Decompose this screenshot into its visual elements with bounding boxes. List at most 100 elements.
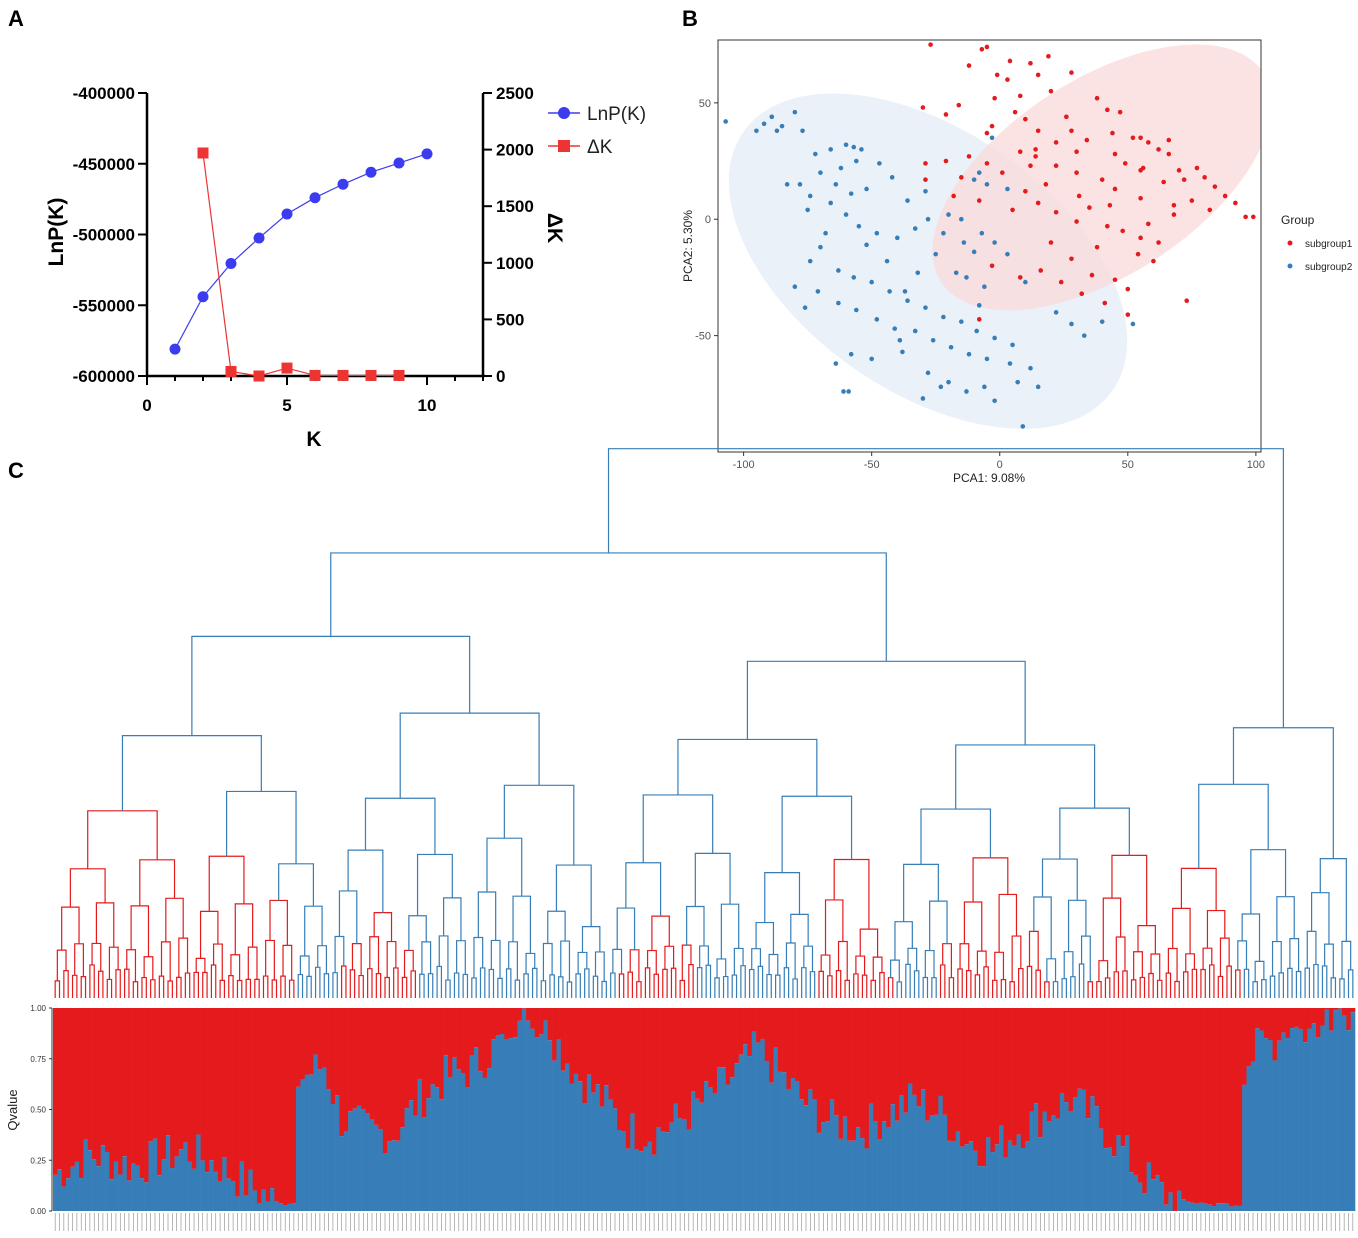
qvalue-bar-subgroup1	[942, 1008, 948, 1115]
subgroup1-point	[1074, 149, 1079, 155]
subgroup2-point	[774, 128, 780, 134]
legend-lnp-label: LnP(K)	[587, 104, 646, 125]
subgroup1-point	[1058, 279, 1064, 285]
qvalue-bar-subgroup2	[521, 1008, 527, 1211]
subgroup2-point	[841, 389, 846, 394]
qvalue-bar-subgroup2	[478, 1071, 483, 1211]
panel-b-x-title: PCA1: 9.08%	[953, 471, 1025, 485]
qvalue-bar-subgroup1	[1020, 1008, 1026, 1148]
qvalue-bar-subgroup2	[1250, 1061, 1256, 1211]
subgroup1-point	[1122, 161, 1128, 166]
subgroup2-point	[851, 275, 857, 280]
qvalue-bar-subgroup1	[439, 1008, 444, 1100]
dk-point	[337, 369, 349, 381]
lnp-point	[197, 291, 209, 303]
subgroup1-point	[959, 175, 964, 180]
qvalue-bar-subgroup1	[348, 1008, 353, 1112]
subgroup1-point	[1087, 205, 1092, 210]
qvalue-bar-subgroup2	[191, 1168, 197, 1211]
dk-point	[281, 362, 293, 374]
qvalue-bar-subgroup1	[999, 1008, 1004, 1126]
qvalue-bar-subgroup2	[565, 1063, 570, 1211]
qvalue-bar-subgroup1	[821, 1008, 826, 1123]
qvalue-bar-subgroup1	[365, 1008, 371, 1114]
dendrogram-branch	[1202, 947, 1213, 970]
dendrogram-branch	[193, 971, 199, 998]
subgroup2-point	[846, 389, 851, 394]
subgroup1-point	[1189, 198, 1195, 203]
subgroup1-point	[1166, 137, 1172, 143]
qvalue-bar-subgroup1	[717, 1008, 722, 1068]
qvalue-bar-subgroup1	[604, 1008, 609, 1086]
qvalue-bar-subgroup2	[226, 1178, 232, 1211]
qvalue-bar-subgroup2	[1315, 1037, 1321, 1211]
qvalue-bar-subgroup1	[699, 1008, 705, 1103]
qvalue-bar-subgroup1	[274, 1008, 279, 1202]
panel-a-x-tick-label: 5	[282, 396, 291, 415]
dendrogram-branch	[859, 928, 879, 958]
subgroup1-point	[1194, 165, 1200, 171]
qvalue-bar-subgroup2	[938, 1095, 943, 1211]
subgroup1-point	[1000, 170, 1005, 175]
qvalue-bar-subgroup2	[1324, 1009, 1330, 1211]
subgroup2-point	[818, 170, 823, 175]
dendrogram-branch	[427, 973, 434, 998]
dendrogram-branch	[1133, 951, 1143, 980]
dendrogram-branch	[1321, 965, 1328, 998]
qvalue-bar-subgroup1	[1094, 1008, 1100, 1107]
qvalue-bar-subgroup1	[1138, 1008, 1143, 1183]
qvalue-bar-subgroup1	[222, 1008, 227, 1158]
qvalue-bar-subgroup1	[1072, 1008, 1078, 1098]
qvalue-bar-subgroup1	[994, 1008, 1000, 1145]
subgroup1-point	[1138, 135, 1143, 141]
qvalue-bar-subgroup2	[447, 1077, 453, 1211]
qvalue-bar-subgroup2	[1229, 1206, 1234, 1211]
qvalue-bar-subgroup2	[387, 1141, 392, 1211]
qvalue-bar-subgroup1	[1229, 1008, 1234, 1207]
subgroup2-point	[856, 223, 862, 229]
subgroup1-point	[1043, 182, 1049, 187]
qvalue-bar-subgroup1	[968, 1008, 974, 1142]
qvalue-bar-subgroup1	[296, 1008, 301, 1087]
qvalue-bar-subgroup2	[756, 1042, 761, 1211]
qvalue-bar-subgroup2	[1033, 1103, 1039, 1211]
qvalue-bar-subgroup2	[1302, 1042, 1308, 1211]
qvalue-bar-subgroup2	[543, 1020, 549, 1211]
dendrogram-branch	[679, 979, 686, 998]
qvalue-bar-subgroup2	[708, 1087, 713, 1211]
subgroup2-point	[805, 207, 810, 213]
qvalue-bar-subgroup1	[734, 1008, 740, 1064]
qvalue-bar-subgroup1	[391, 1008, 397, 1141]
qvalue-bar-subgroup2	[786, 1088, 792, 1211]
qvalue-bar-subgroup2	[986, 1137, 991, 1211]
qvalue-bar-subgroup1	[643, 1008, 648, 1147]
qvalue-bar-subgroup1	[165, 1008, 171, 1136]
subgroup1-point	[1125, 286, 1131, 292]
qvalue-bar-subgroup1	[708, 1008, 713, 1088]
qvalue-bar-subgroup1	[500, 1008, 505, 1034]
qvalue-bar-subgroup1	[1124, 1008, 1130, 1136]
qvalue-bar-subgroup1	[1003, 1008, 1009, 1158]
subgroup1-point	[1028, 163, 1033, 168]
qvalue-bar-subgroup1	[599, 1008, 605, 1107]
subgroup1-point	[1233, 200, 1238, 206]
qvalue-bar-subgroup2	[235, 1196, 240, 1211]
qvalue-bar-subgroup1	[1320, 1008, 1325, 1026]
lnp-point	[309, 192, 321, 204]
qvalue-bar-subgroup2	[1111, 1156, 1117, 1211]
qvalue-bar-subgroup1	[452, 1008, 457, 1058]
qvalue-bar-subgroup2	[508, 1038, 514, 1211]
subgroup2-point	[884, 258, 890, 264]
qvalue-bar-subgroup2	[1164, 1204, 1169, 1211]
qvalue-bar-subgroup1	[74, 1008, 80, 1162]
qvalue-bar-subgroup1	[1216, 1008, 1221, 1204]
qvalue-bar-subgroup1	[990, 1008, 996, 1153]
subgroup2-point	[1023, 279, 1028, 285]
dendrogram-branch	[1287, 967, 1293, 998]
subgroup1-point	[1251, 214, 1256, 220]
panel-a-left-tick-label: -400000	[73, 84, 135, 103]
qvalue-bar-subgroup1	[1263, 1008, 1269, 1039]
subgroup1-point	[1243, 214, 1248, 220]
qvalue-bar-subgroup1	[369, 1008, 375, 1120]
qvalue-bar-subgroup1	[178, 1008, 184, 1150]
